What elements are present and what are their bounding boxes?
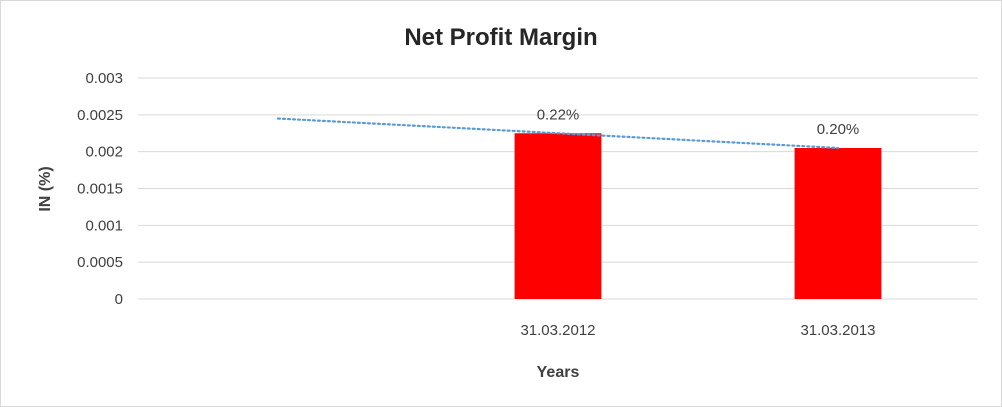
y-tick-label: 0 — [115, 291, 123, 308]
y-tick-label: 0.0025 — [77, 107, 123, 124]
x-tick-label: 31.03.2012 — [520, 322, 595, 339]
data-labels: 0.22% 0.20% — [537, 106, 860, 138]
chart-title: Net Profit Margin — [404, 24, 597, 51]
data-label: 0.20% — [817, 121, 860, 138]
trendline-layer — [276, 117, 840, 150]
data-label: 0.22% — [537, 106, 580, 123]
x-axis-ticks: 31.03.2012 31.03.2013 — [520, 322, 875, 339]
y-tick-label: 0.0015 — [77, 181, 123, 198]
y-tick-label: 0.002 — [85, 144, 123, 161]
y-tick-label: 0.001 — [85, 217, 123, 234]
y-tick-label: 0.003 — [85, 70, 123, 87]
bar — [514, 133, 602, 299]
bars — [514, 133, 882, 299]
bar — [794, 147, 882, 299]
x-axis-title: Years — [537, 364, 580, 381]
x-tick-label: 31.03.2013 — [800, 322, 875, 339]
trendline — [276, 117, 840, 150]
y-tick-label: 0.0005 — [77, 254, 123, 271]
y-axis-title: IN (%) — [37, 166, 54, 211]
y-axis-ticks: 0 0.0005 0.001 0.0015 0.002 0.0025 0.003 — [77, 70, 123, 308]
